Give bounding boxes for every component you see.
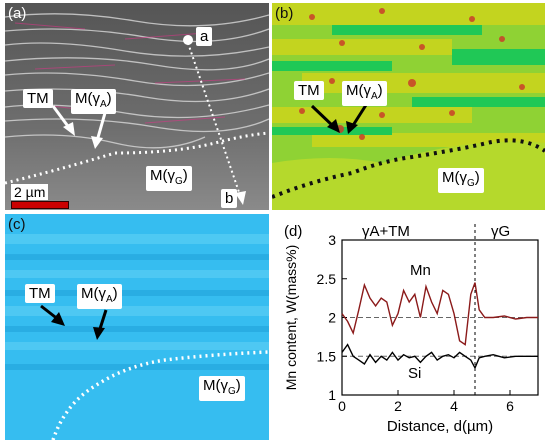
series-label-si: Si xyxy=(408,365,421,382)
panel-a-micrograph: (a) a b TM M(γA) M(γG) 2 µm xyxy=(5,3,269,210)
point-b-label: b xyxy=(221,189,238,208)
panel-c-si-map: (c) TM M(γA) M(γG) xyxy=(5,214,269,440)
y-axis-label: Mn content, W(mass%) xyxy=(283,245,299,390)
mn-map-texture xyxy=(272,3,545,210)
x-tick-label: 6 xyxy=(506,398,514,414)
x-tick-label: 2 xyxy=(394,398,402,414)
y-tick-label: 1.5 xyxy=(317,348,337,364)
panel-b-mn-map: (b) TM M(γA) M(γG) xyxy=(272,3,545,210)
series-label-mn: Mn xyxy=(410,262,431,279)
m-gamma-g-label: M(γG) xyxy=(199,376,245,401)
scale-bar-text: 2 µm xyxy=(11,184,49,200)
plot-area: 1 1.5 2 2.5 3 0 2 4 6 Mn Si γA+TM γG Distance, d(µm) M… xyxy=(283,223,539,435)
si-map-texture xyxy=(5,214,269,440)
panel-d-line-chart: (d) 1 1.5 2 2.5 3 0 2 4 6 Mn Si γA+TM γG Distance, d(… xyxy=(272,214,548,442)
series-line-mn xyxy=(341,282,538,346)
tm-label: TM xyxy=(23,89,53,108)
x-axis-label: Distance, d(µm) xyxy=(387,418,493,435)
m-gamma-a-label: M(γA) xyxy=(71,89,116,114)
m-gamma-a-label: M(γA) xyxy=(77,284,122,309)
tm-label: TM xyxy=(294,81,324,100)
chart-svg: (d) 1 1.5 2 2.5 3 0 2 4 6 Mn Si γA+TM γG Distance, d(… xyxy=(283,223,539,435)
tm-label: TM xyxy=(25,284,55,303)
y-tick-label: 1 xyxy=(328,387,336,403)
region-label-right: γG xyxy=(491,223,510,240)
y-tick-label: 2 xyxy=(328,310,336,326)
m-gamma-g-label: M(γG) xyxy=(438,168,484,193)
point-a-label: a xyxy=(196,27,213,46)
y-tick-label: 2.5 xyxy=(317,271,337,287)
x-tick-label: 4 xyxy=(450,398,458,414)
region-label-left: γA+TM xyxy=(362,223,410,240)
series-line-si xyxy=(341,343,538,370)
panel-label: (a) xyxy=(8,5,27,22)
panel-label: (c) xyxy=(8,216,26,233)
y-tick-label: 3 xyxy=(328,232,336,248)
m-gamma-a-label: M(γA) xyxy=(342,81,387,106)
panel-label: (d) xyxy=(284,223,302,240)
panel-label: (b) xyxy=(275,5,294,22)
m-gamma-g-label: M(γG) xyxy=(146,166,192,191)
scale-bar xyxy=(11,201,69,209)
x-tick-label: 0 xyxy=(338,398,346,414)
